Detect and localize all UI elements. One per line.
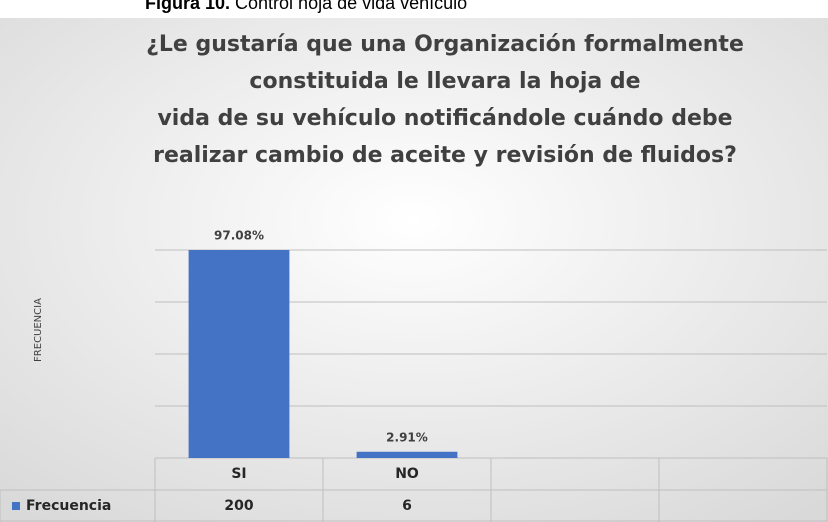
legend-label: Frecuencia xyxy=(26,498,111,514)
table-value: 200 xyxy=(224,498,253,514)
data-label: 2.91% xyxy=(386,430,428,444)
bar xyxy=(356,451,458,458)
chart-title: ¿Le gustaría que una Organización formal… xyxy=(146,32,744,57)
x-tick-label: SI xyxy=(231,466,246,482)
chart-bg xyxy=(0,18,828,522)
bar xyxy=(188,250,290,458)
table-value: 6 xyxy=(402,498,412,514)
chart-title: realizar cambio de aceite y revisión de … xyxy=(153,143,737,168)
legend-swatch xyxy=(12,502,20,510)
caption: Figura 10. Control hoja de vida vehículo xyxy=(145,0,467,13)
caption-text: Control hoja de vida vehículo xyxy=(235,0,467,13)
x-tick-label: NO xyxy=(395,466,419,482)
chart-title: vida de su vehículo notificándole cuándo… xyxy=(157,106,732,131)
data-label: 97.08% xyxy=(214,229,264,243)
chart-title: constituida le llevara la hoja de xyxy=(249,69,640,94)
y-axis-label: FRECUENCIA xyxy=(33,298,44,362)
caption-label: Figura 10. xyxy=(145,0,230,13)
